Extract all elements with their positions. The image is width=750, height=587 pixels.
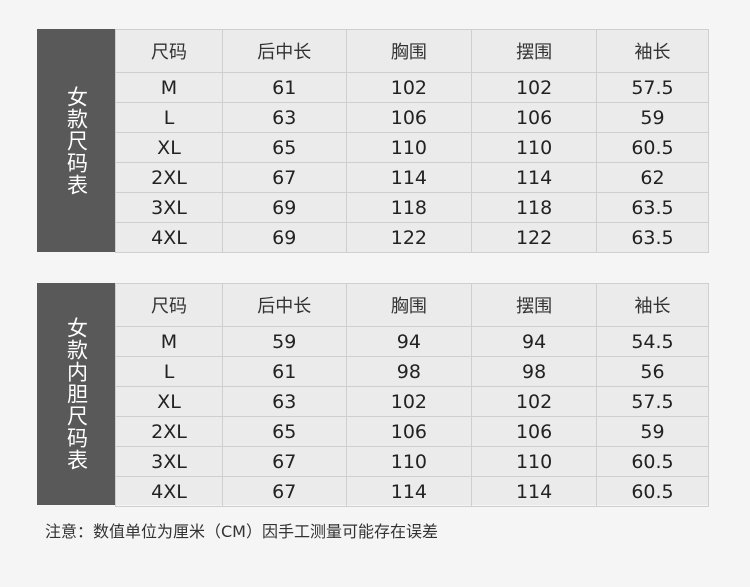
header-row: 尺码 后中长 胸围 摆围 袖长 xyxy=(115,283,710,327)
column-header: 袖长 xyxy=(595,283,710,327)
table-cell: 3XL xyxy=(115,446,223,477)
table-cell: 67 xyxy=(221,446,347,477)
table-cell: 62 xyxy=(595,162,710,193)
table-row: L 63 106 106 59 xyxy=(115,102,710,133)
table-cell: 102 xyxy=(471,386,597,417)
table-cell: 114 xyxy=(345,162,473,193)
table-cell: 106 xyxy=(471,102,597,133)
table-cell: 98 xyxy=(471,356,597,387)
table-cell: 67 xyxy=(221,476,347,507)
table-cell: 4XL xyxy=(115,476,223,507)
table-cell: 56 xyxy=(595,356,710,387)
table-cell: 60.5 xyxy=(595,132,710,163)
table-cell: 110 xyxy=(471,132,597,163)
table-cell: 106 xyxy=(345,102,473,133)
table-cell: M xyxy=(115,326,223,357)
column-header: 摆围 xyxy=(471,283,597,327)
table-row: M 61 102 102 57.5 xyxy=(115,72,710,103)
column-header: 胸围 xyxy=(345,283,473,327)
table-cell: 59 xyxy=(595,102,710,133)
size-grid: 尺码 后中长 胸围 摆围 袖长 M 61 102 102 57.5 L 63 106 106 59 XL 65 1… xyxy=(115,29,710,253)
table-cell: 63.5 xyxy=(595,222,710,253)
table-cell: 61 xyxy=(221,356,347,387)
table-title: 女款尺码表 xyxy=(64,85,89,196)
table-title-panel: 女款尺码表 xyxy=(37,29,115,252)
table-cell: 4XL xyxy=(115,222,223,253)
column-header: 后中长 xyxy=(221,283,347,327)
table-cell: 102 xyxy=(345,386,473,417)
table-cell: 114 xyxy=(471,476,597,507)
table-cell: 63 xyxy=(221,386,347,417)
table-cell: M xyxy=(115,72,223,103)
table-cell: 57.5 xyxy=(595,72,710,103)
table-cell: 110 xyxy=(471,446,597,477)
table-cell: L xyxy=(115,356,223,387)
table-row: 3XL 67 110 110 60.5 xyxy=(115,446,710,477)
table-cell: 65 xyxy=(221,416,347,447)
table-cell: 65 xyxy=(221,132,347,163)
table-cell: 94 xyxy=(345,326,473,357)
size-table-women: 女款尺码表 尺码 后中长 胸围 摆围 袖长 M 61 102 102 57.5 L 63 106 106 5… xyxy=(37,29,710,253)
table-cell: 61 xyxy=(221,72,347,103)
table-row: L 61 98 98 56 xyxy=(115,356,710,387)
table-cell: 114 xyxy=(471,162,597,193)
table-row: M 59 94 94 54.5 xyxy=(115,326,710,357)
table-cell: 122 xyxy=(345,222,473,253)
size-grid: 尺码 后中长 胸围 摆围 袖长 M 59 94 94 54.5 L 61 98 98 56 XL 63 102 10… xyxy=(115,283,710,507)
table-cell: 67 xyxy=(221,162,347,193)
table-cell: 106 xyxy=(471,416,597,447)
table-row: 3XL 69 118 118 63.5 xyxy=(115,192,710,223)
column-header: 胸围 xyxy=(345,29,473,73)
table-cell: XL xyxy=(115,386,223,417)
table-row: 2XL 67 114 114 62 xyxy=(115,162,710,193)
table-cell: 102 xyxy=(471,72,597,103)
table-cell: XL xyxy=(115,132,223,163)
table-cell: 69 xyxy=(221,192,347,223)
table-cell: 63 xyxy=(221,102,347,133)
column-header: 后中长 xyxy=(221,29,347,73)
column-header: 尺码 xyxy=(115,29,223,73)
size-table-women-liner: 女款内胆尺码表 尺码 后中长 胸围 摆围 袖长 M 59 94 94 54.5 L 61 98 98 56 X… xyxy=(37,283,710,507)
table-row: 2XL 65 106 106 59 xyxy=(115,416,710,447)
column-header: 摆围 xyxy=(471,29,597,73)
table-cell: 118 xyxy=(471,192,597,223)
table-cell: 60.5 xyxy=(595,446,710,477)
column-header: 袖长 xyxy=(595,29,710,73)
table-cell: 2XL xyxy=(115,162,223,193)
table-cell: L xyxy=(115,102,223,133)
table-row: 4XL 69 122 122 63.5 xyxy=(115,222,710,253)
table-cell: 110 xyxy=(345,132,473,163)
table-cell: 118 xyxy=(345,192,473,223)
table-title-panel: 女款内胆尺码表 xyxy=(37,283,115,505)
header-row: 尺码 后中长 胸围 摆围 袖长 xyxy=(115,29,710,73)
table-row: XL 63 102 102 57.5 xyxy=(115,386,710,417)
table-cell: 60.5 xyxy=(595,476,710,507)
table-title: 女款内胆尺码表 xyxy=(64,317,89,471)
column-header: 尺码 xyxy=(115,283,223,327)
table-row: 4XL 67 114 114 60.5 xyxy=(115,476,710,507)
table-cell: 59 xyxy=(595,416,710,447)
table-cell: 3XL xyxy=(115,192,223,223)
table-cell: 106 xyxy=(345,416,473,447)
measurement-note: 注意：数值单位为厘米（CM）因手工测量可能存在误差 xyxy=(45,522,438,541)
table-cell: 54.5 xyxy=(595,326,710,357)
table-cell: 102 xyxy=(345,72,473,103)
table-cell: 69 xyxy=(221,222,347,253)
table-cell: 57.5 xyxy=(595,386,710,417)
table-cell: 98 xyxy=(345,356,473,387)
table-cell: 94 xyxy=(471,326,597,357)
table-cell: 63.5 xyxy=(595,192,710,223)
table-cell: 122 xyxy=(471,222,597,253)
table-row: XL 65 110 110 60.5 xyxy=(115,132,710,163)
table-cell: 2XL xyxy=(115,416,223,447)
table-cell: 59 xyxy=(221,326,347,357)
table-cell: 114 xyxy=(345,476,473,507)
table-cell: 110 xyxy=(345,446,473,477)
